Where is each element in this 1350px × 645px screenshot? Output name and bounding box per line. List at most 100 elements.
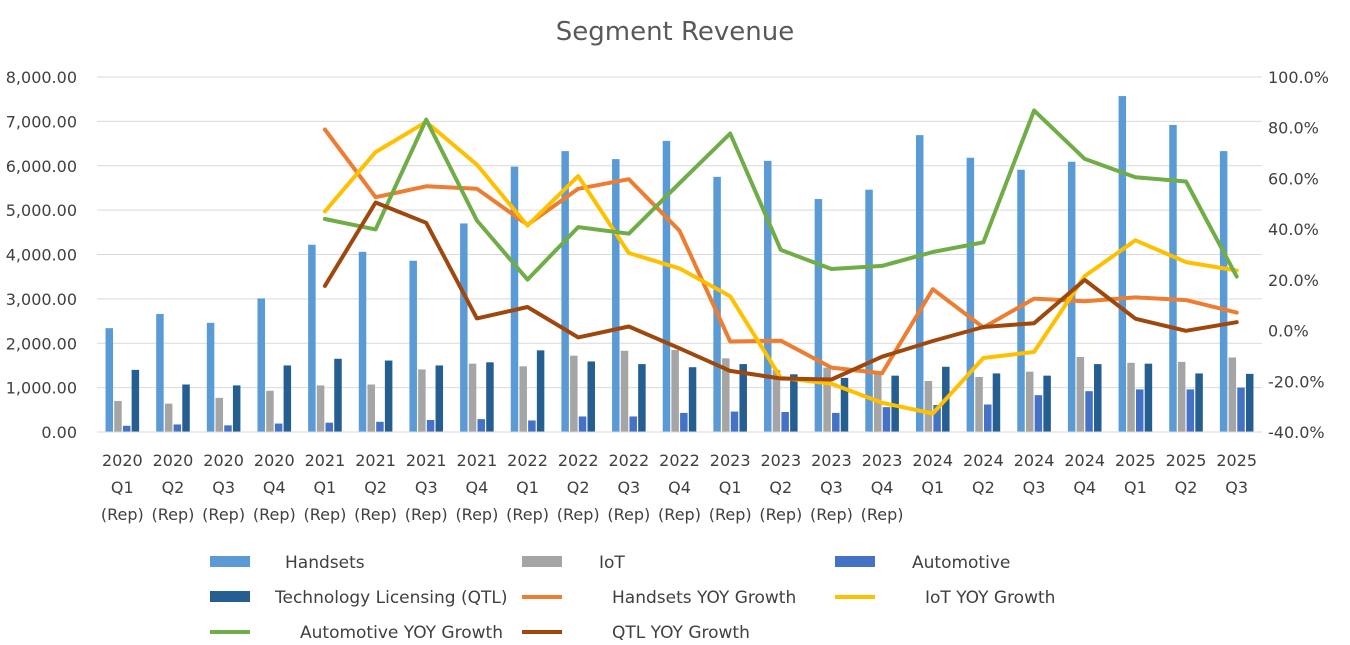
left-tick-label: 3,000.00 xyxy=(6,290,77,309)
right-tick-label: 100.0% xyxy=(1268,68,1329,87)
x-tick-label: 2021 Q3 (Rep) xyxy=(405,451,448,524)
bar xyxy=(570,355,578,432)
bar xyxy=(131,369,140,432)
x-tick-label: 2022 Q3 (Rep) xyxy=(607,451,650,524)
x-tick-label: 2021 Q4 (Rep) xyxy=(455,451,498,524)
bar-series xyxy=(105,96,1254,433)
x-tick-label: 2020 Q4 (Rep) xyxy=(253,451,296,524)
bar xyxy=(1094,364,1102,432)
bar xyxy=(671,349,679,432)
bar xyxy=(122,425,131,432)
x-tick-label: 2024 Q4 xyxy=(1064,451,1105,497)
bar xyxy=(435,365,444,432)
bar xyxy=(1076,357,1085,432)
legend-item: QTL YOY Growth xyxy=(522,623,750,643)
bar xyxy=(1228,357,1237,432)
left-tick-label: 7,000.00 xyxy=(6,112,77,131)
right-tick-label: 0.0% xyxy=(1268,322,1309,341)
x-tick-label: 2024 Q3 xyxy=(1014,451,1055,497)
bar xyxy=(1219,151,1228,432)
bar xyxy=(1034,395,1043,432)
x-tick-label: 2024 Q2 xyxy=(963,451,1004,497)
left-tick-label: 2,000.00 xyxy=(6,334,77,353)
bar xyxy=(105,328,114,432)
bar xyxy=(984,404,992,432)
bar xyxy=(865,189,873,432)
bar-series-3 xyxy=(131,350,1254,432)
bar xyxy=(1144,363,1153,432)
legend-label: QTL YOY Growth xyxy=(612,623,750,643)
bar xyxy=(730,411,739,432)
bar xyxy=(1245,373,1254,432)
x-tick-label: 2023 Q2 (Rep) xyxy=(759,451,802,524)
left-tick-label: 5,000.00 xyxy=(6,201,77,220)
bar xyxy=(528,420,536,432)
line-series-3 xyxy=(322,200,1239,382)
bar xyxy=(308,244,316,432)
bar xyxy=(662,140,671,432)
legend-label: IoT YOY Growth xyxy=(925,588,1055,608)
x-tick-label: 2022 Q2 (Rep) xyxy=(557,451,600,524)
legend-item: IoT YOY Growth xyxy=(835,588,1055,608)
left-tick-label: 8,000.00 xyxy=(6,68,77,87)
x-tick-label: 2023 Q3 (Rep) xyxy=(810,451,853,524)
bar xyxy=(992,373,1001,432)
legend-swatch xyxy=(210,591,250,602)
bar xyxy=(274,423,283,432)
bar xyxy=(578,416,587,432)
legend-label: Handsets xyxy=(285,553,365,573)
bar xyxy=(224,425,232,432)
bar xyxy=(1195,373,1203,432)
bar xyxy=(612,159,620,432)
bar xyxy=(519,366,527,432)
bar xyxy=(772,369,781,432)
right-tick-label: 60.0% xyxy=(1268,169,1319,188)
bar xyxy=(790,374,798,432)
bar xyxy=(358,251,367,432)
x-tick-label: 2020 Q3 (Rep) xyxy=(202,451,245,524)
bar xyxy=(882,407,891,432)
bar xyxy=(1237,387,1245,432)
right-tick-label: 20.0% xyxy=(1268,271,1319,290)
right-tick-label: -40.0% xyxy=(1268,423,1325,442)
x-tick-label: 2022 Q1 (Rep) xyxy=(506,451,549,524)
bar xyxy=(713,176,721,432)
line-series xyxy=(322,108,1239,416)
line-series-0 xyxy=(322,127,1239,376)
bar xyxy=(1169,124,1177,433)
line-series-2 xyxy=(322,108,1239,282)
bar xyxy=(975,376,983,432)
bar xyxy=(1177,361,1186,432)
bar xyxy=(426,420,435,432)
bar xyxy=(1085,391,1093,432)
legend-label: Technology Licensing (QTL) xyxy=(274,588,507,608)
bar xyxy=(367,384,375,432)
bar xyxy=(215,397,224,432)
bar xyxy=(561,151,569,432)
bar xyxy=(915,135,924,432)
left-tick-label: 1,000.00 xyxy=(6,379,77,398)
bar xyxy=(510,166,519,432)
bar xyxy=(1186,389,1195,432)
x-tick-label: 2021 Q2 (Rep) xyxy=(354,451,397,524)
bar xyxy=(840,377,849,432)
bar xyxy=(266,390,274,432)
bar xyxy=(460,223,468,432)
bar xyxy=(376,421,384,432)
bar xyxy=(182,384,190,432)
bar xyxy=(114,400,122,432)
bar xyxy=(257,298,265,432)
x-tick-label: 2022 Q4 (Rep) xyxy=(658,451,701,524)
legend-label: Handsets YOY Growth xyxy=(612,588,796,608)
legend-label: IoT xyxy=(599,553,625,573)
legend-item: Automotive YOY Growth xyxy=(210,623,503,643)
bar xyxy=(409,260,417,432)
bar xyxy=(418,369,426,432)
bar xyxy=(1118,96,1127,433)
bar xyxy=(173,424,182,432)
bar xyxy=(1127,362,1135,432)
bar xyxy=(477,419,485,432)
right-tick-label: 40.0% xyxy=(1268,220,1319,239)
legend-swatch xyxy=(210,556,250,567)
bar xyxy=(1017,169,1025,432)
